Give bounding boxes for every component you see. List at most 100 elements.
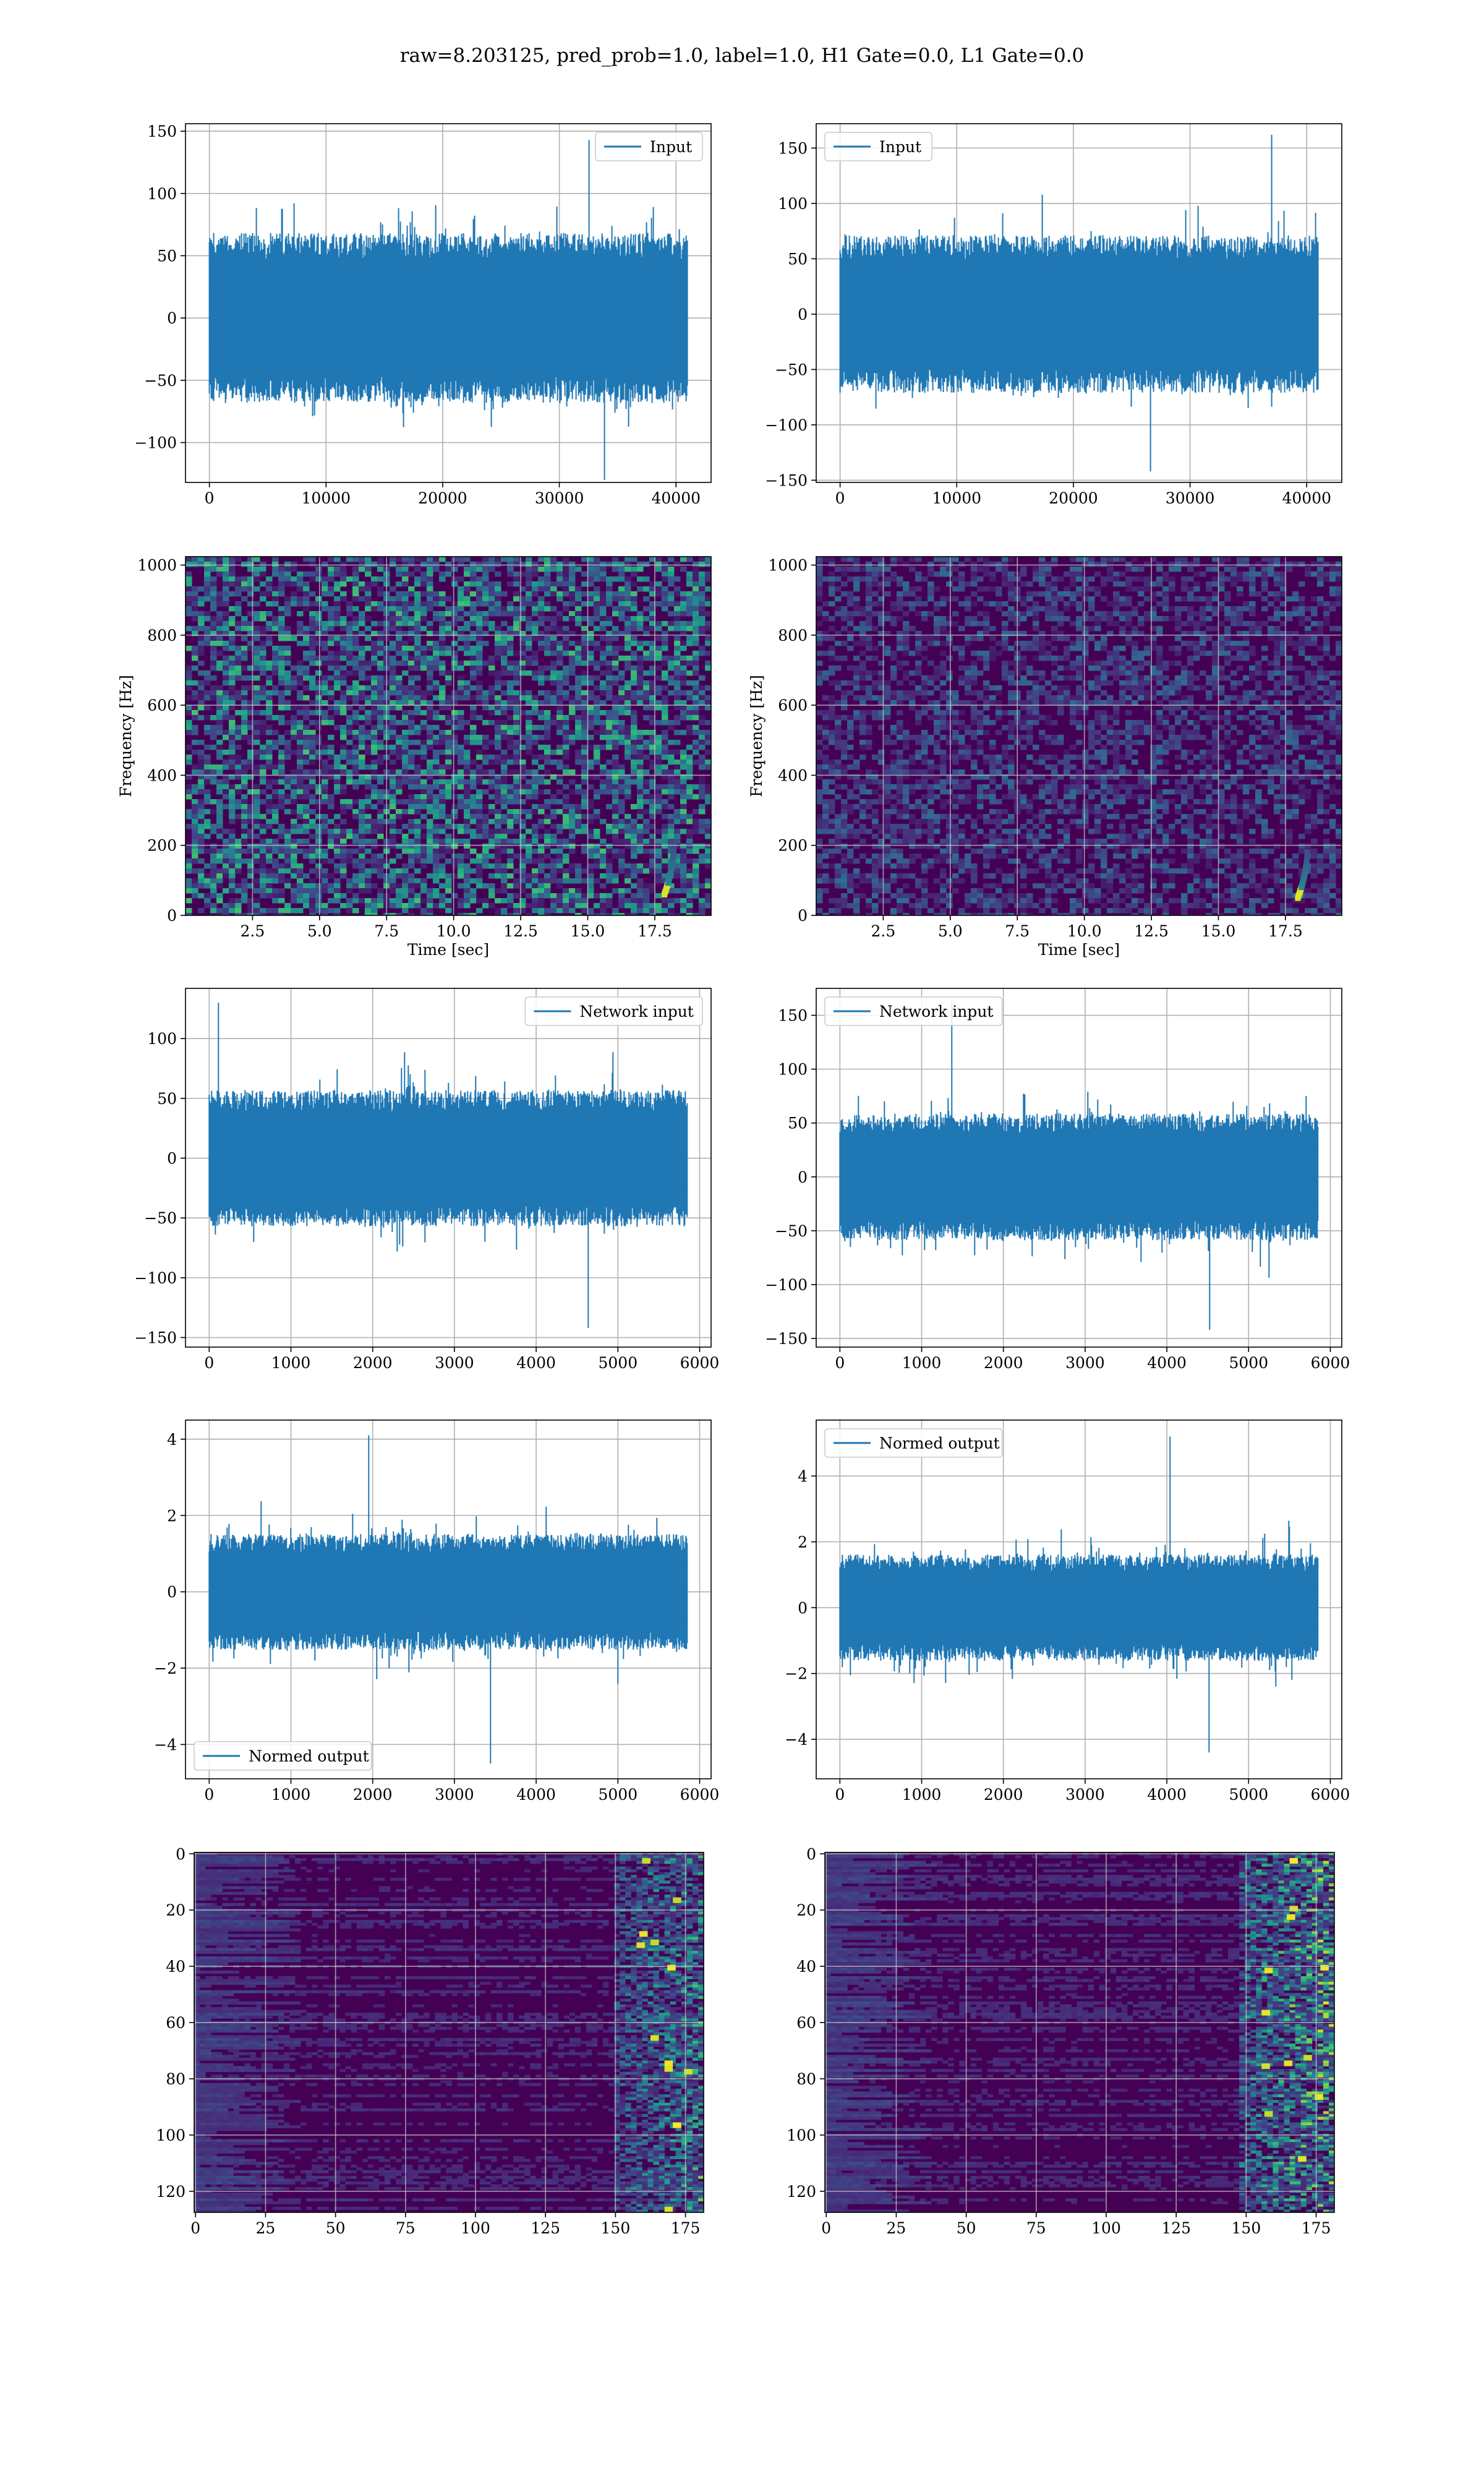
spectrogram-cell xyxy=(278,591,285,597)
spectrogram-cell xyxy=(346,779,353,785)
spectrogram-cell xyxy=(377,636,384,641)
spectrogram-cell xyxy=(556,868,563,874)
spectrogram-cell xyxy=(371,562,378,567)
spectrogram-cell xyxy=(680,878,687,884)
spectrogram-cell xyxy=(241,720,248,726)
spectrogram-cell xyxy=(192,829,198,834)
spectrogram-cell xyxy=(890,571,897,577)
spectrogram-cell xyxy=(631,819,638,824)
spectrogram-cell xyxy=(254,611,260,617)
spectrogram-cell xyxy=(254,898,260,904)
spectrogram-cell xyxy=(359,898,365,904)
spectrogram-cell xyxy=(952,586,959,592)
spectrogram-cell xyxy=(822,601,829,607)
spectrogram-cell xyxy=(519,824,526,829)
spectrogram-cell xyxy=(668,774,675,780)
spectrogram-cell xyxy=(495,784,501,790)
spectrogram-cell xyxy=(254,784,260,790)
spectrogram-cell xyxy=(427,760,433,765)
spectrogram-cell xyxy=(1150,557,1157,562)
spectrogram-cell xyxy=(284,571,291,577)
spectrogram-cell xyxy=(526,779,532,785)
spectrogram-cell xyxy=(587,868,594,874)
spectrogram-cell xyxy=(229,908,236,914)
spectrogram-cell xyxy=(878,616,885,622)
spectrogram-cell xyxy=(643,562,650,567)
spectrogram-cell xyxy=(637,779,644,785)
spectrogram-cell xyxy=(587,581,594,587)
spectrogram-cell xyxy=(495,670,501,676)
spectrogram-cell xyxy=(278,854,285,859)
spectrogram-cell xyxy=(291,675,297,681)
spectrogram-cell xyxy=(1230,611,1237,617)
spectrogram-cell xyxy=(550,646,557,651)
spectrogram-cell xyxy=(680,883,687,889)
spectrogram-cell xyxy=(216,883,223,889)
spectrogram-cell xyxy=(662,661,668,666)
spectrogram-cell xyxy=(451,631,458,636)
spectrogram-cell xyxy=(396,636,403,641)
spectrogram-cell xyxy=(501,656,508,661)
spectrogram-cell xyxy=(241,769,248,775)
spectrogram-cell xyxy=(476,908,483,914)
spectrogram-cell xyxy=(1076,557,1083,562)
spectrogram-cell xyxy=(637,616,644,622)
spectrogram-cell xyxy=(575,824,582,829)
spectrogram-cell xyxy=(637,903,644,909)
spectrogram-cell xyxy=(334,839,341,844)
spectrogram-cell xyxy=(266,705,273,711)
x-tick-label: 0 xyxy=(205,489,215,507)
spectrogram-cell xyxy=(532,621,539,627)
spectrogram-cell xyxy=(241,646,248,651)
spectrogram-cell xyxy=(439,705,446,711)
spectrogram-cell xyxy=(1292,562,1299,567)
spectrogram-cell xyxy=(396,809,403,815)
spectrogram-cell xyxy=(192,646,198,651)
spectrogram-cell xyxy=(371,730,378,735)
spectrogram-cell xyxy=(594,596,600,602)
spectrogram-cell xyxy=(625,730,631,735)
spectrogram-cell xyxy=(637,794,644,800)
spectrogram-cell xyxy=(693,730,699,735)
spectrogram-cell xyxy=(649,863,656,869)
spectrogram-cell xyxy=(458,839,464,844)
spectrogram-cell xyxy=(216,636,223,641)
spectrogram-cell xyxy=(266,730,273,735)
spectrogram-cell xyxy=(569,779,576,785)
spectrogram-cell xyxy=(291,784,297,790)
spectrogram-cell xyxy=(680,799,687,805)
spectrogram-cell xyxy=(371,844,378,849)
spectrogram-cell xyxy=(519,690,526,696)
spectrogram-cell xyxy=(192,562,198,567)
spectrogram-cell xyxy=(513,878,520,884)
spectrogram-cell xyxy=(377,789,384,795)
spectrogram-cell xyxy=(241,858,248,864)
spectrogram-cell xyxy=(1169,576,1175,582)
spectrogram-cell xyxy=(488,581,495,587)
spectrogram-cell xyxy=(618,774,625,780)
spectrogram-cell xyxy=(637,883,644,889)
spectrogram-cell xyxy=(538,863,545,869)
spectrogram-cell xyxy=(705,576,711,582)
spectrogram-cell xyxy=(352,873,359,879)
spectrogram-cell xyxy=(1162,571,1169,577)
spectrogram-cell xyxy=(556,695,563,701)
spectrogram-cell xyxy=(1132,567,1138,572)
spectrogram-cell xyxy=(1317,601,1324,607)
spectrogram-cell xyxy=(445,700,452,706)
spectrogram-cell xyxy=(371,789,378,795)
spectrogram-cell xyxy=(693,725,699,730)
spectrogram-cell xyxy=(977,567,984,572)
spectrogram-cell xyxy=(414,690,421,696)
spectrogram-cell xyxy=(235,764,242,770)
spectrogram-cell xyxy=(544,888,551,894)
spectrogram-cell xyxy=(501,670,508,676)
spectrogram-cell xyxy=(458,774,464,780)
spectrogram-cell xyxy=(501,557,508,562)
spectrogram-cell xyxy=(829,586,835,592)
spectrogram-cell xyxy=(606,789,613,795)
spectrogram-cell xyxy=(643,868,650,874)
spectrogram-cell xyxy=(420,755,427,760)
spectrogram-cell xyxy=(482,690,489,696)
spectrogram-cell xyxy=(377,562,384,567)
